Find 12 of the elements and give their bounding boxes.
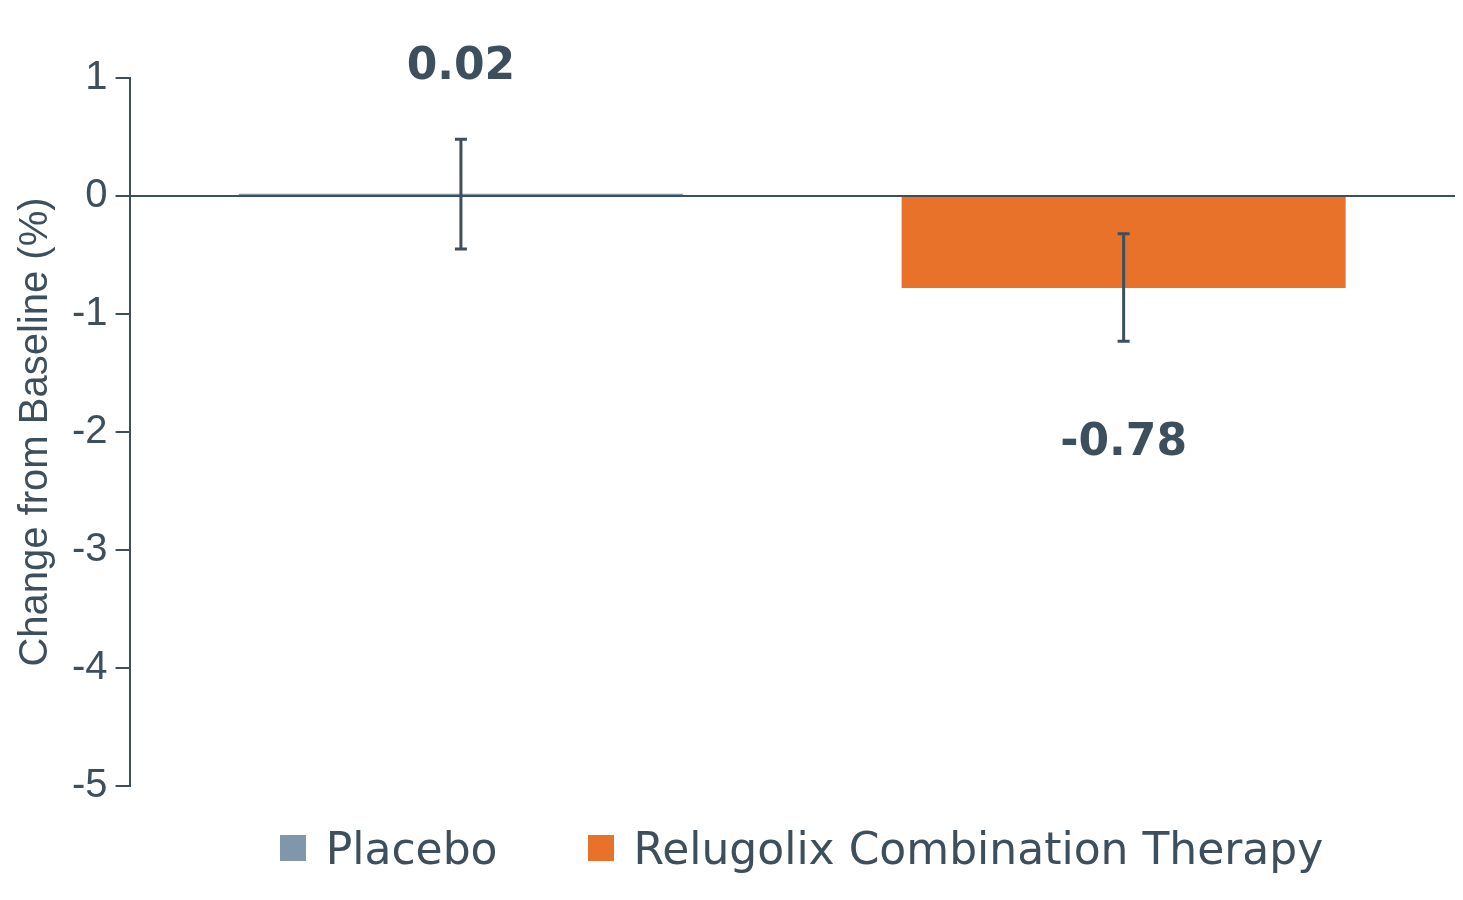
y-tick-label: 0 [85,171,108,216]
y-tick-label: -5 [71,761,108,806]
y-tick-label: -3 [71,525,108,570]
x-tick-label: Relugolix Combination Therapy [633,822,1324,874]
data-label: 0.02 [406,37,516,89]
data-label: -0.78 [1060,413,1188,465]
y-tick-label: -4 [71,643,108,688]
y-tick-label: 1 [85,53,108,98]
y-axis-title: Change from Baseline (%) [11,197,56,667]
y-tick-label: -2 [71,407,108,452]
y-tick-label: -1 [71,289,108,334]
x-tick-label: Placebo [325,822,498,874]
